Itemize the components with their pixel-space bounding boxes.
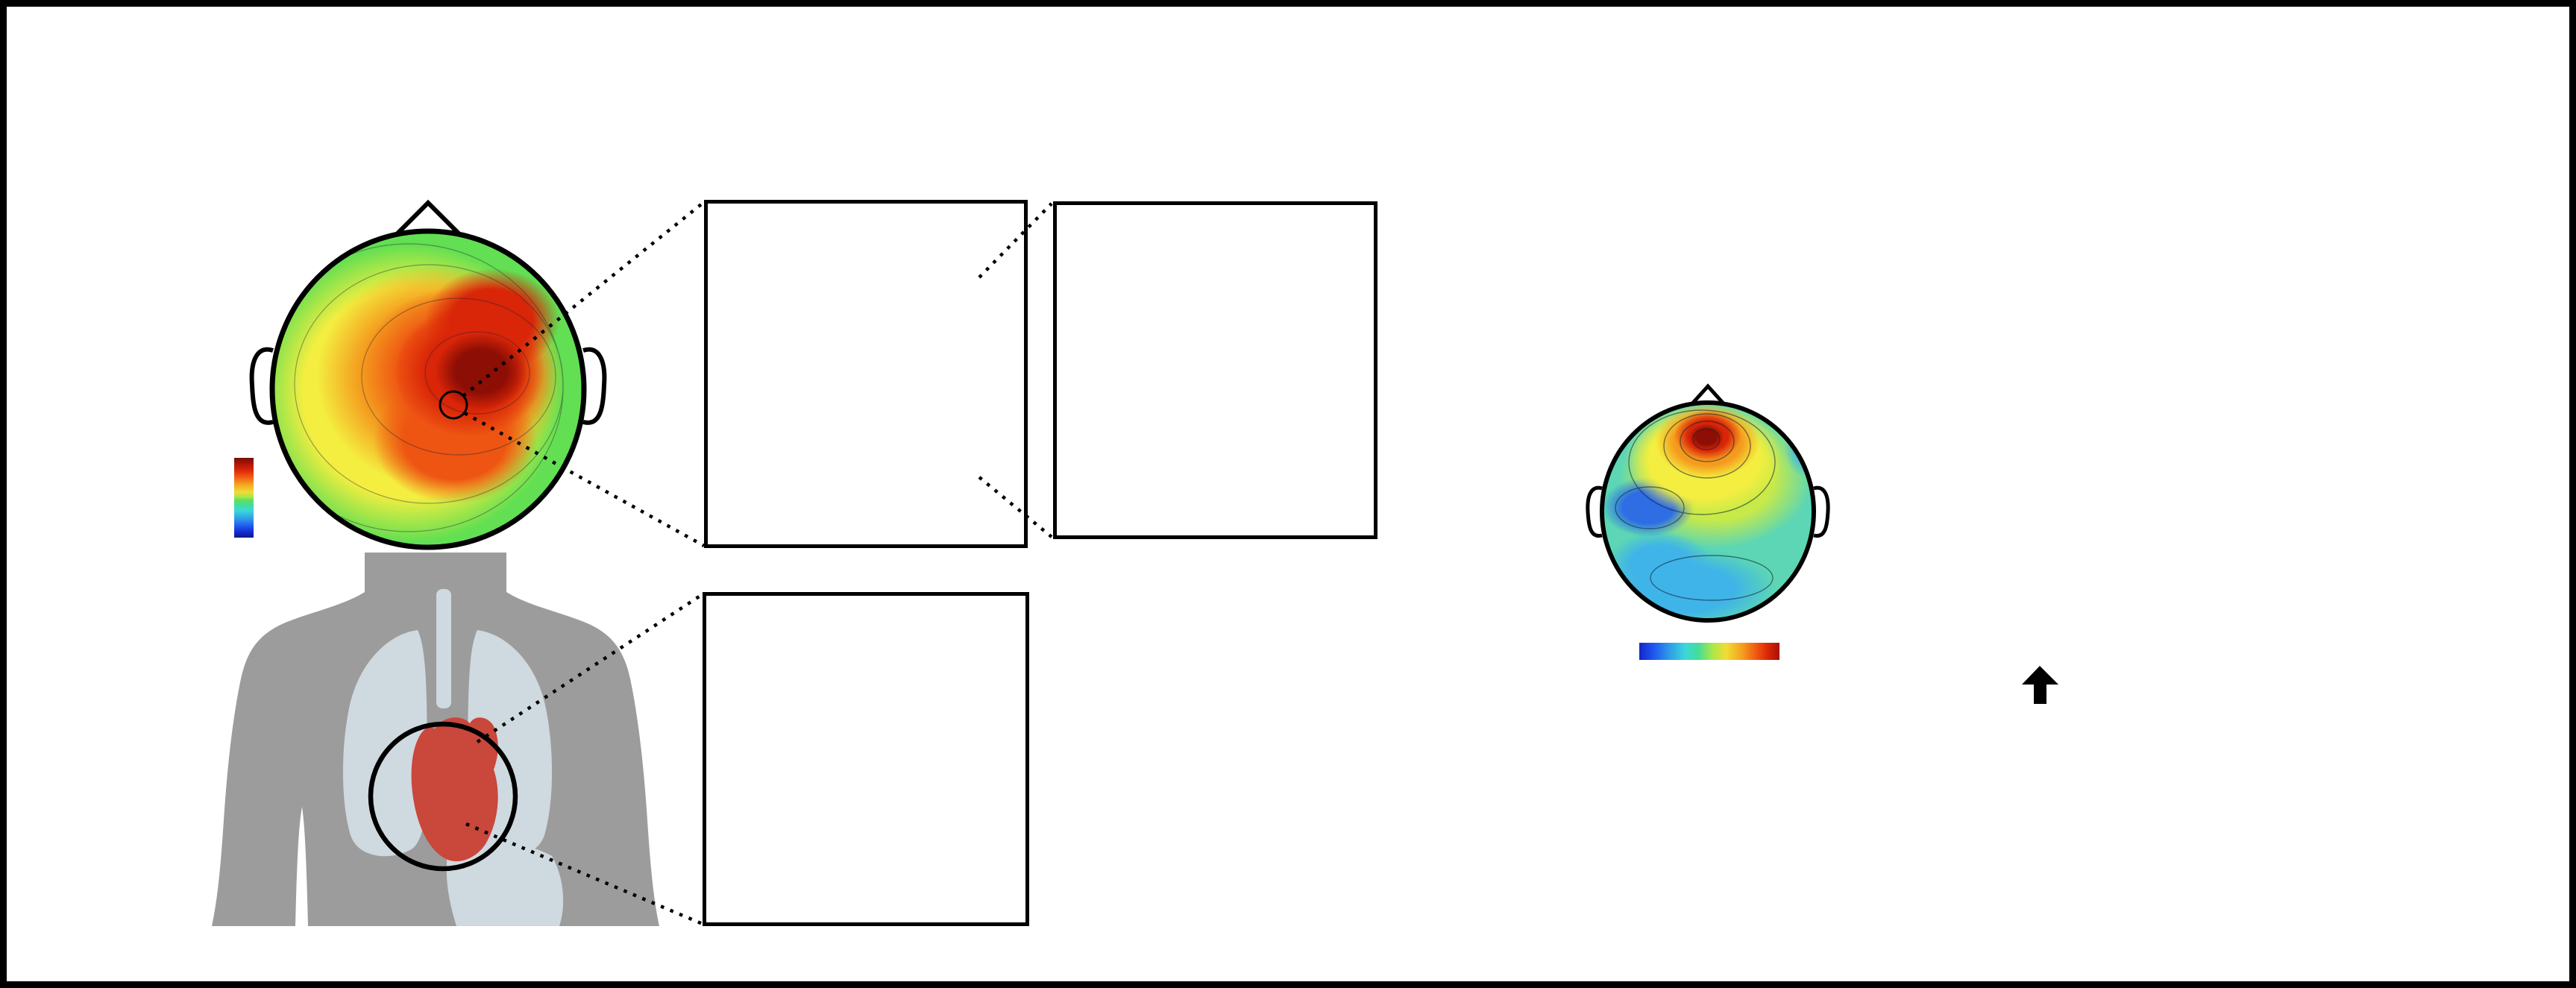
left-topomap — [249, 199, 607, 550]
connector-lines — [462, 201, 1053, 926]
heart-icon — [411, 717, 498, 862]
colorbar-a — [234, 458, 254, 538]
ecg-rpeak-arrow — [2022, 666, 2058, 704]
panel-b-box — [704, 200, 1028, 548]
head-outline — [269, 228, 587, 550]
panel-c-box — [1053, 201, 1377, 539]
topomap-a-field — [272, 231, 584, 547]
c2-highlight-circle — [439, 390, 468, 420]
torso-illustration — [212, 553, 659, 926]
connector-line — [465, 822, 703, 926]
contour-lines-right — [1615, 409, 1776, 601]
right-ear-icon — [582, 347, 607, 425]
connector-line — [463, 412, 706, 547]
connector-line — [476, 593, 704, 743]
left-ear-icon-right — [1586, 485, 1603, 538]
nose-icon — [393, 199, 463, 238]
connector-line — [462, 201, 706, 397]
contour-lines — [272, 243, 564, 532]
left-ear-icon — [249, 347, 274, 425]
page-title — [0, 18, 2576, 31]
head-outline-right — [1600, 400, 1816, 623]
panel-d-box — [703, 592, 1029, 926]
right-topomap — [1586, 383, 1830, 623]
colorbar-right — [1639, 643, 1779, 660]
topomap-r-field — [1602, 403, 1814, 620]
connector-line — [978, 202, 1053, 279]
arm-separations — [295, 807, 308, 926]
heart-zoom-circle — [368, 721, 518, 872]
connector-line — [978, 476, 1053, 538]
right-ear-icon-right — [1813, 485, 1830, 538]
